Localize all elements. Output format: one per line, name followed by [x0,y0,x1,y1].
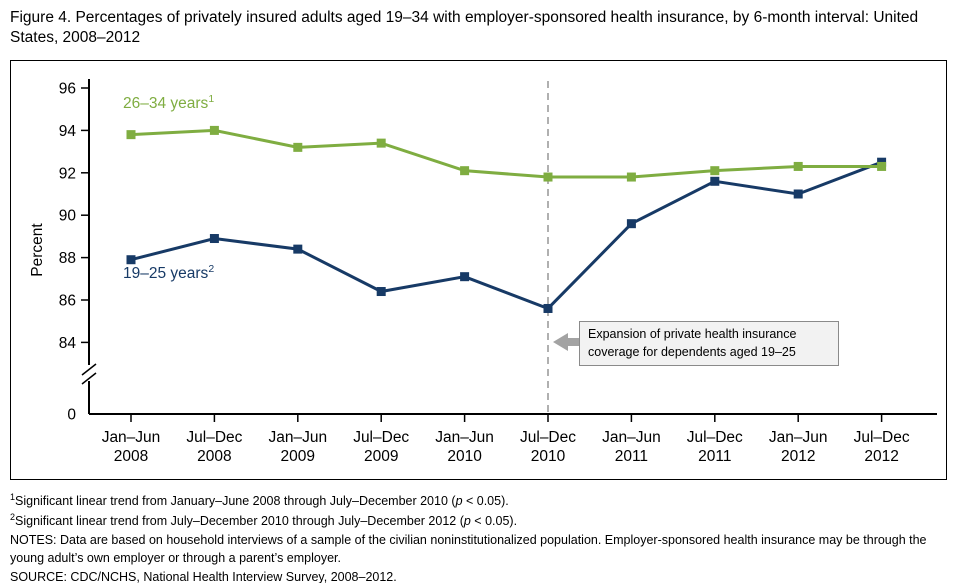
axis-break-mark [81,363,97,376]
x-tick-label: Jan–Jun 2011 [602,429,661,465]
y-tick-label-zero: 0 [67,406,76,423]
y-tick-label: 92 [59,165,76,182]
y-tick-label: 96 [59,80,76,97]
y-tick-label: 94 [59,123,77,140]
footnotes: 1Significant linear trend from January–J… [10,491,950,583]
series-marker-26-34 [293,142,303,152]
series-marker-19-25 [793,189,803,199]
series-marker-19-25 [543,303,553,313]
series-marker-19-25 [710,176,720,186]
x-tick-label: Jul–Dec 2009 [353,429,409,465]
x-tick-label: Jan–Jun 2009 [268,429,327,465]
x-tick-label: Jul–Dec 2010 [520,429,576,465]
line-chart: 84 86 88 90 92 94 96 0 Jan–Jun 2008 Jul–Dec 2008 Jan… [59,78,937,465]
series-marker-19-25 [626,219,636,229]
series-marker-26-34 [376,138,386,148]
axis-break-gap [84,364,94,381]
x-tick-label: Jan–Jun 2008 [102,429,161,465]
series-marker-19-25 [209,233,219,243]
x-tick-label: Jan–Jun 2010 [435,429,494,465]
series-marker-19-25 [126,255,136,265]
series-marker-19-25 [293,244,303,254]
annotation-text: Expansion of private health insurance co… [588,326,797,359]
y-axis-label: Percent [29,223,46,277]
x-tick-label: Jul–Dec 2008 [186,429,242,465]
annotation-box: Expansion of private health insurance co… [579,320,839,367]
x-tick-label: Jul–Dec 2011 [687,429,743,465]
figure-title: Figure 4. Percentages of privately insur… [10,9,919,47]
y-tick-label: 84 [59,335,77,352]
footnote-2: 2Significant linear trend from July–Dece… [10,511,518,528]
x-tick-label: Jan–Jun 2012 [769,429,828,465]
series-marker-26-34 [209,125,219,135]
series-marker-19-25 [376,286,386,296]
series-label-19-25: 19–25 years2 [123,263,214,282]
footnote-3: NOTES: Data are based on household inter… [10,532,927,566]
series-marker-26-34 [126,130,136,140]
footnote-4: SOURCE: CDC/NCHS, National Health Interv… [10,570,397,583]
y-tick-label: 88 [59,250,76,267]
annotation-arrow-icon [553,332,581,351]
series-marker-26-34 [543,172,553,182]
series-line-26-34 [130,128,882,179]
series-line-19-25 [130,160,883,311]
series-marker-26-34 [626,172,636,182]
axis-break-mark [81,372,97,385]
series-marker-26-34 [460,166,470,176]
series-marker-19-25 [460,272,470,282]
series-marker-26-34 [877,161,887,171]
series-marker-26-34 [710,166,720,176]
y-tick-label: 90 [59,208,77,225]
footnote-1: 1Significant linear trend from January–J… [10,491,509,509]
y-tick-label: 86 [59,292,76,309]
chart-frame: 84 86 88 90 92 94 96 0 Jan–Jun 2008 Jul–Dec 2008 Jan… [10,59,947,480]
series-marker-26-34 [793,161,803,171]
series-label-26-34: 26–34 years1 [123,93,214,112]
x-tick-label: Jul–Dec 2012 [854,429,910,465]
